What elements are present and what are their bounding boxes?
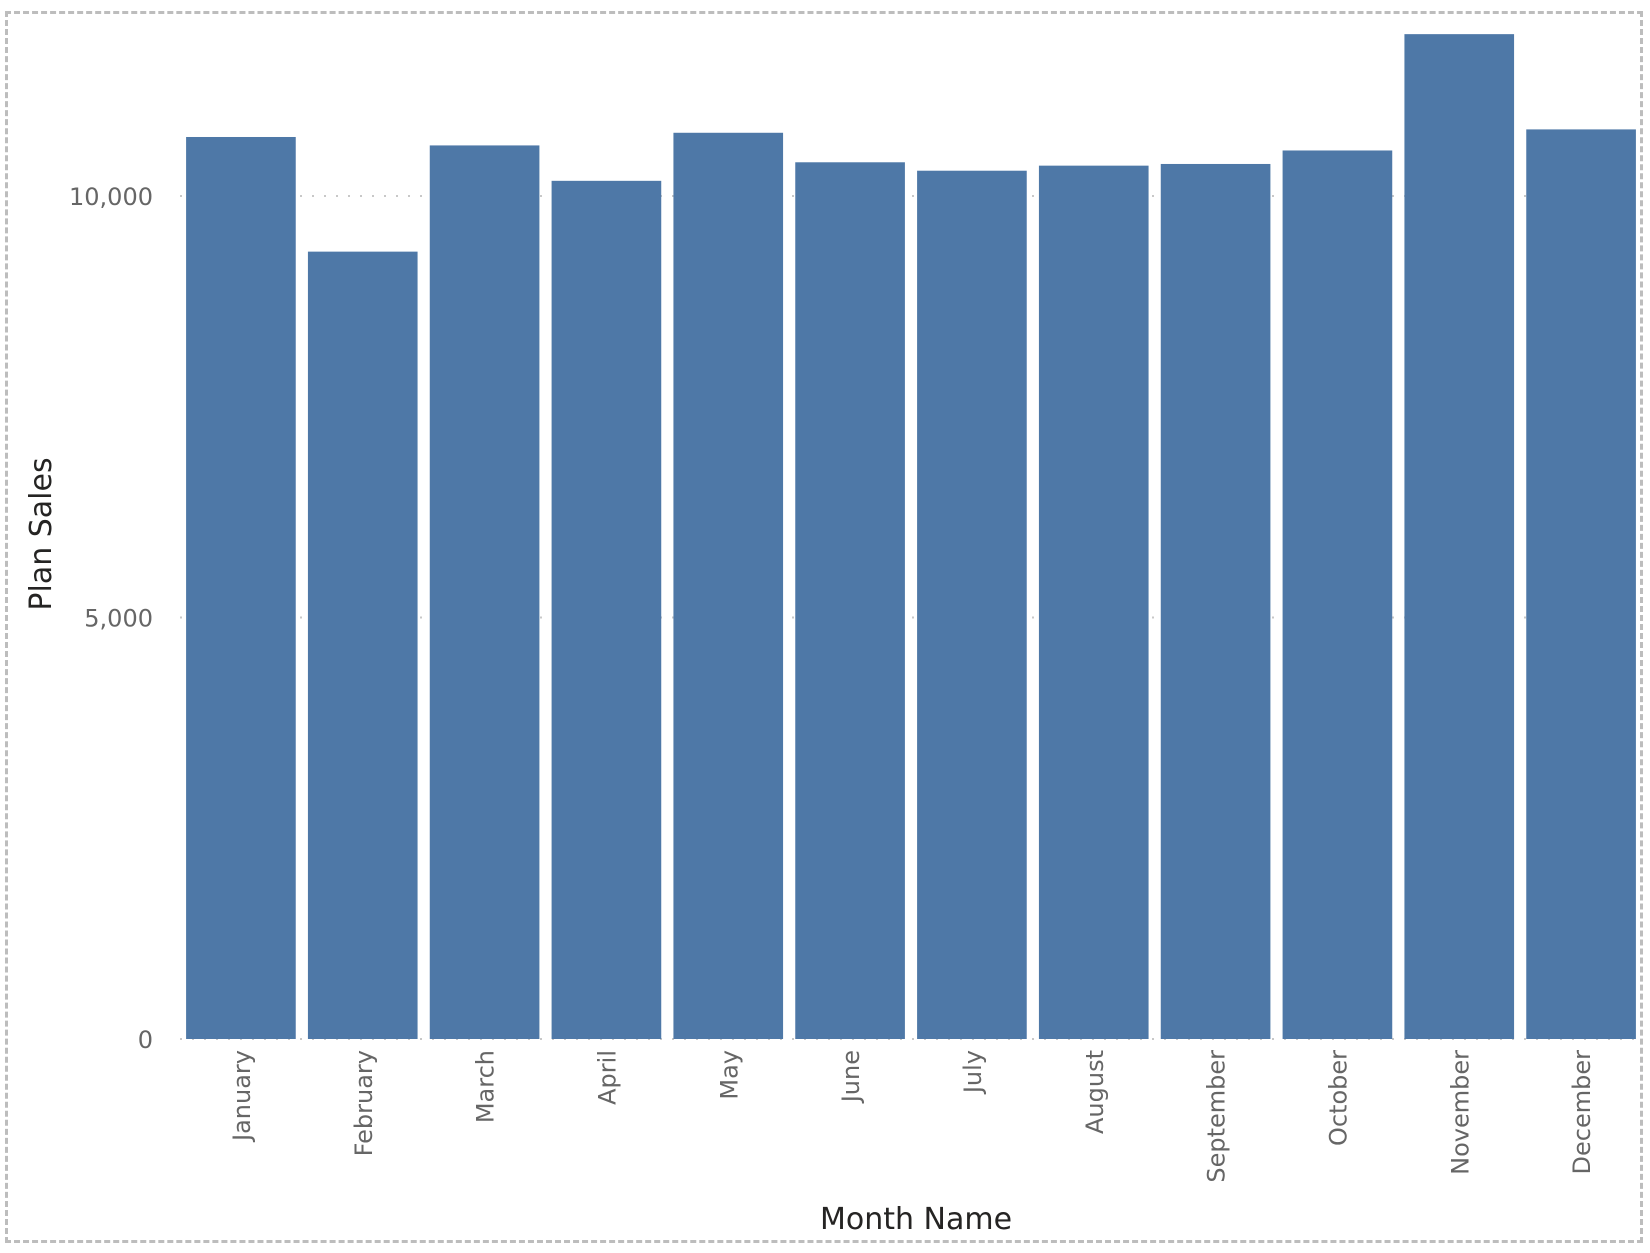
bar[interactable] [429,145,540,1040]
bar[interactable] [795,162,905,1039]
bar[interactable] [1038,165,1149,1040]
x-category-label: May [715,1050,743,1100]
y-axis-ticks: 0 5,000 10,000 [69,183,153,1054]
x-category-label: February [350,1050,378,1156]
y-tick-label: 10,000 [69,183,153,211]
y-tick-label: 5,000 [84,605,153,633]
bar[interactable] [307,251,418,1039]
x-category-label: March [472,1050,500,1123]
x-category-label: September [1203,1050,1231,1183]
bar[interactable] [1160,163,1271,1039]
x-category-label: December [1568,1050,1596,1175]
x-category-label: July [959,1050,987,1095]
y-axis-title: Plan Sales [24,457,59,610]
x-category-label: April [593,1050,621,1105]
x-category-label: June [837,1050,865,1104]
bar[interactable] [186,136,296,1040]
bar[interactable] [1526,129,1636,1039]
y-tick-label: 0 [138,1026,153,1054]
x-category-label: October [1324,1050,1352,1146]
bar[interactable] [673,132,784,1039]
bar[interactable] [917,170,1027,1039]
bar[interactable] [1282,150,1393,1039]
bars [186,34,1636,1040]
x-category-label: January [228,1050,256,1143]
x-category-label: August [1081,1050,1109,1134]
bar[interactable] [551,180,662,1040]
x-axis-categories: January February March April May June July Augu… [228,1050,1596,1183]
x-category-label: November [1446,1050,1474,1175]
bar[interactable] [1404,34,1515,1040]
x-axis-title: Month Name [820,1202,1012,1237]
